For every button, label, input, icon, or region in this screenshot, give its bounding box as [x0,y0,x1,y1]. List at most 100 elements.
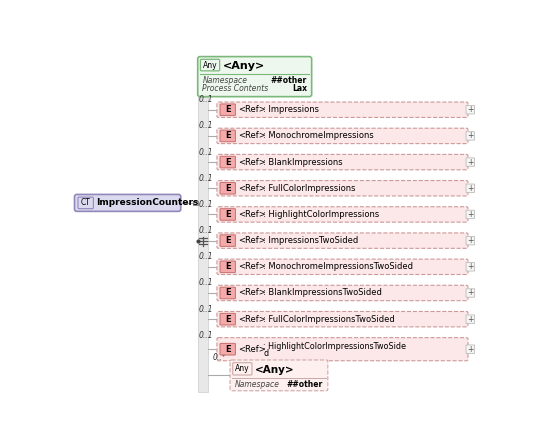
Text: E: E [225,345,230,354]
FancyBboxPatch shape [466,184,474,193]
Text: <Ref>: <Ref> [239,157,266,167]
FancyBboxPatch shape [217,154,468,170]
Text: : ImpressionsTwoSided: : ImpressionsTwoSided [263,236,359,245]
Text: +: + [467,345,473,354]
FancyBboxPatch shape [217,259,468,274]
Text: E: E [225,236,230,245]
Text: Any: Any [235,364,250,373]
Text: <Ref>: <Ref> [239,345,266,354]
Text: <Ref>: <Ref> [239,289,266,297]
FancyBboxPatch shape [466,158,474,166]
Text: ##other: ##other [271,76,307,85]
Text: E: E [225,157,230,167]
Text: <Ref>: <Ref> [239,210,266,219]
FancyBboxPatch shape [217,311,468,327]
Text: +: + [467,289,473,297]
Text: ImpressionCounters: ImpressionCounters [96,198,198,207]
Text: +: + [467,105,473,114]
FancyBboxPatch shape [217,128,468,144]
Text: +: + [467,262,473,271]
FancyBboxPatch shape [200,59,220,71]
Text: E: E [225,132,230,140]
FancyBboxPatch shape [220,314,235,325]
Bar [193,201,198,205]
Text: <Ref>: <Ref> [239,262,266,271]
FancyBboxPatch shape [220,235,235,246]
Text: <Ref>: <Ref> [239,236,266,245]
FancyBboxPatch shape [220,343,235,355]
Text: 0..1: 0..1 [199,305,213,314]
Text: 0..1: 0..1 [199,252,213,261]
FancyBboxPatch shape [220,104,235,116]
Text: ##other: ##other [287,380,323,389]
Text: E: E [225,184,230,193]
Text: : HighlightColorImpressions: : HighlightColorImpressions [263,210,379,219]
FancyBboxPatch shape [466,289,474,297]
Text: 0..1: 0..1 [199,148,213,157]
FancyBboxPatch shape [233,363,252,375]
Text: : MonochromeImpressions: : MonochromeImpressions [263,132,374,140]
Text: 0..1: 0..1 [199,331,213,340]
FancyBboxPatch shape [466,345,474,353]
FancyBboxPatch shape [217,102,468,117]
FancyBboxPatch shape [78,197,93,209]
Text: : MonochromeImpressionsTwoSided: : MonochromeImpressionsTwoSided [263,262,413,271]
Text: 0..1: 0..1 [199,200,213,209]
Text: 0..1: 0..1 [199,278,213,288]
Text: : Impressions: : Impressions [263,105,319,114]
FancyBboxPatch shape [198,57,311,97]
Text: <Ref>: <Ref> [239,105,266,114]
Text: <Any>: <Any> [223,61,265,71]
FancyBboxPatch shape [217,285,468,301]
Text: Namespace: Namespace [202,76,247,85]
FancyBboxPatch shape [466,236,474,245]
FancyBboxPatch shape [466,210,474,219]
FancyBboxPatch shape [220,287,235,299]
Bar [198,97,209,392]
Text: 0..1: 0..1 [199,95,213,104]
Text: 0..1: 0..1 [199,174,213,183]
Text: : HighlightColorImpressionsTwoSide: : HighlightColorImpressionsTwoSide [263,342,406,351]
Text: 0..*: 0..* [213,353,226,362]
FancyBboxPatch shape [220,130,235,142]
Text: : BlankImpressionsTwoSided: : BlankImpressionsTwoSided [263,289,382,297]
Text: : BlankImpressions: : BlankImpressions [263,157,343,167]
Text: +: + [467,210,473,219]
Text: <Ref>: <Ref> [239,315,266,324]
Text: E: E [225,105,230,114]
Text: <Ref>: <Ref> [239,132,266,140]
FancyBboxPatch shape [220,209,235,220]
Text: CT: CT [81,198,91,207]
Text: +: + [467,315,473,324]
Text: 0..1: 0..1 [199,121,213,130]
Text: +: + [467,236,473,245]
Text: Any: Any [203,61,217,70]
Text: E: E [225,289,230,297]
Text: <Ref>: <Ref> [239,184,266,193]
Text: +: + [467,184,473,193]
Text: E: E [225,262,230,271]
FancyBboxPatch shape [466,263,474,271]
Text: 0..1: 0..1 [199,226,213,235]
FancyBboxPatch shape [217,181,468,196]
Text: Lax: Lax [292,84,307,94]
FancyBboxPatch shape [217,207,468,222]
FancyBboxPatch shape [230,360,328,391]
FancyBboxPatch shape [466,315,474,323]
Text: Namespace: Namespace [235,380,280,389]
Text: : FullColorImpressionsTwoSided: : FullColorImpressionsTwoSided [263,315,395,324]
FancyBboxPatch shape [217,338,468,361]
FancyBboxPatch shape [220,261,235,273]
Text: +: + [467,157,473,167]
Text: E: E [225,210,230,219]
Text: d: d [263,349,269,358]
Text: : FullColorImpressions: : FullColorImpressions [263,184,356,193]
FancyBboxPatch shape [466,132,474,140]
FancyBboxPatch shape [466,106,474,114]
FancyBboxPatch shape [220,182,235,194]
FancyBboxPatch shape [75,194,181,211]
Text: Process Contents: Process Contents [202,84,269,94]
FancyBboxPatch shape [220,156,235,168]
FancyBboxPatch shape [217,233,468,248]
Text: E: E [225,315,230,324]
